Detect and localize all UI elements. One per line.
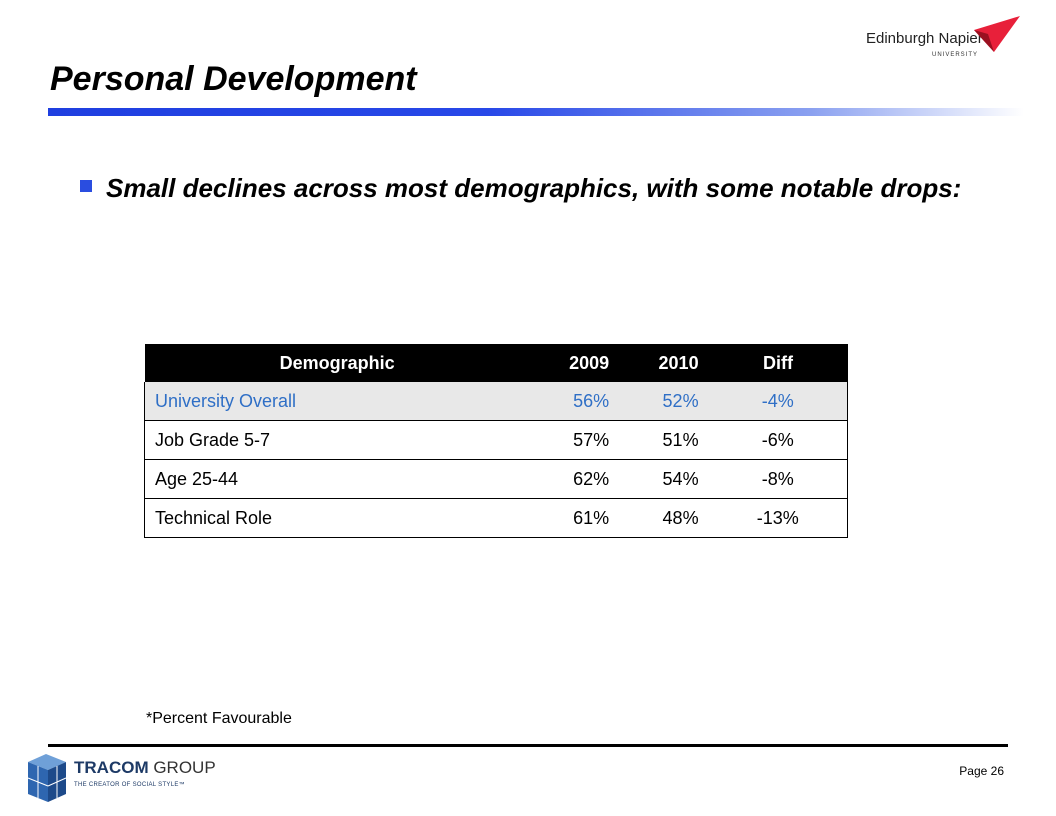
- header-2010: 2010: [619, 344, 709, 382]
- tracom-logo: TRACOM GROUP THE CREATOR OF SOCIAL STYLE…: [24, 750, 224, 806]
- table-row: Technical Role 61% 48% -13%: [143, 498, 848, 538]
- table-header-row: Demographic 2009 2010 Diff: [144, 344, 848, 382]
- logo-name: Edinburgh Napier: [866, 30, 983, 47]
- cell-2010: 52%: [619, 382, 709, 421]
- tracom-tagline: THE CREATOR OF SOCIAL STYLE™: [74, 782, 185, 788]
- cell-diff: -13%: [708, 498, 848, 538]
- table-row: University Overall 56% 52% -4%: [143, 382, 848, 421]
- cell-2010: 51%: [619, 420, 709, 460]
- cell-2009: 57%: [529, 420, 620, 460]
- cell-2010: 54%: [619, 459, 709, 499]
- cell-demographic: Technical Role: [143, 498, 530, 538]
- cell-demographic: University Overall: [143, 382, 530, 421]
- cell-2009: 56%: [529, 382, 620, 421]
- table-row: Age 25-44 62% 54% -8%: [143, 459, 848, 499]
- bullet-square-icon: [80, 180, 92, 192]
- cell-diff: -4%: [708, 382, 848, 421]
- header-2009: 2009: [529, 344, 620, 382]
- cell-demographic: Age 25-44: [143, 459, 530, 499]
- footer-divider: [48, 744, 1008, 747]
- tracom-name-light: GROUP: [148, 758, 216, 777]
- napier-flag-icon: [974, 16, 1020, 52]
- header-demographic: Demographic: [144, 344, 530, 382]
- cell-2009: 61%: [529, 498, 620, 538]
- tracom-name-bold: TRACOM: [74, 758, 149, 777]
- logo-subtitle: UNIVERSITY: [932, 52, 979, 58]
- cell-diff: -8%: [708, 459, 848, 499]
- tracom-cube-icon: [27, 754, 67, 802]
- table-row: Job Grade 5-7 57% 51% -6%: [143, 420, 848, 460]
- cell-2010: 48%: [619, 498, 709, 538]
- title-underline: [48, 108, 1024, 116]
- demographic-table: Demographic 2009 2010 Diff University Ov…: [143, 344, 848, 538]
- cell-diff: -6%: [708, 420, 848, 460]
- footnote: *Percent Favourable: [146, 710, 292, 727]
- edinburgh-napier-logo: Edinburgh Napier UNIVERSITY: [862, 16, 1022, 64]
- header-diff: Diff: [708, 344, 848, 382]
- cell-demographic: Job Grade 5-7: [143, 420, 530, 460]
- slide-title: Personal Development: [50, 60, 417, 98]
- bullet-text: Small declines across most demographics,…: [106, 173, 962, 203]
- tracom-name: TRACOM GROUP: [74, 758, 216, 778]
- cell-2009: 62%: [529, 459, 620, 499]
- page-number: Page 26: [959, 764, 1004, 778]
